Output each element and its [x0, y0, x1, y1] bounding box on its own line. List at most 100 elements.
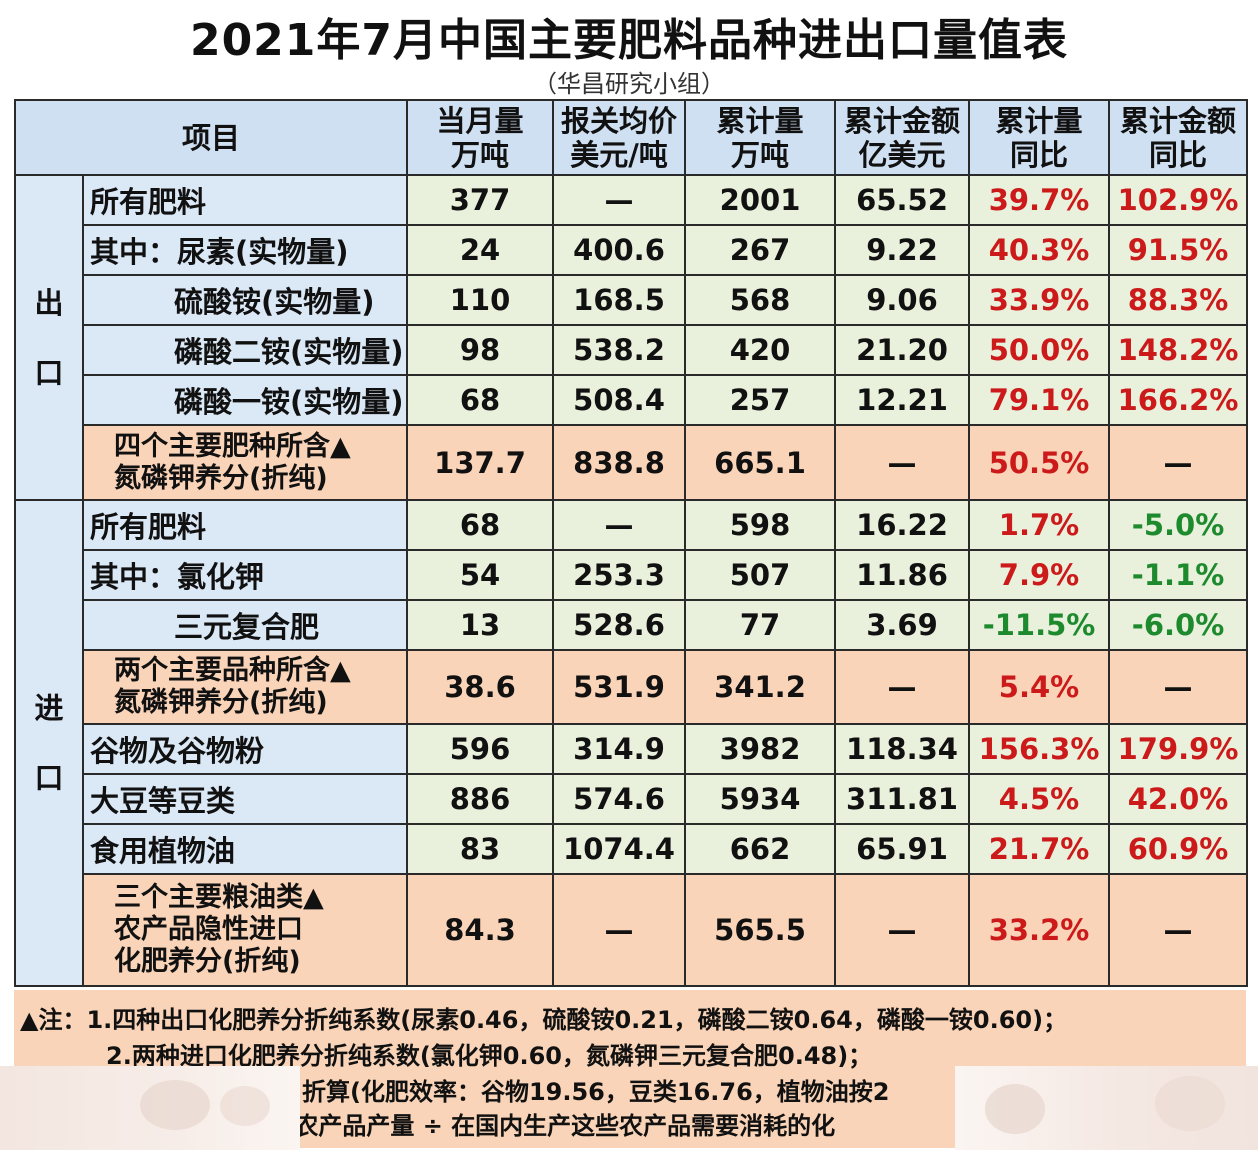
cell: 68 — [406, 499, 555, 551]
row-name: 四个主要肥种所含▲ 氮磷钾养分(折纯) — [81, 424, 409, 501]
cell: 665.1 — [684, 424, 837, 501]
cell: — — [552, 873, 687, 987]
cell: 3982 — [684, 723, 837, 775]
cell: 50.5% — [968, 424, 1111, 501]
cell: 12.21 — [834, 374, 971, 426]
cell: 568 — [684, 274, 837, 326]
cell: — — [834, 649, 971, 725]
cell: 110 — [406, 274, 555, 326]
cell: 168.5 — [552, 274, 687, 326]
header-cum-qty: 累计量 万吨 — [684, 99, 837, 176]
header-row: 项目 当月量 万吨 报关均价 美元/吨 累计量 万吨 累计金额 亿美元 累计量 同比 累计… — [13, 99, 1249, 176]
cell: 84.3 — [406, 873, 555, 987]
cell: 377 — [406, 174, 555, 226]
cell: 341.2 — [684, 649, 837, 725]
row-name: 磷酸一铵(实物量) — [81, 374, 409, 426]
cell: 42.0% — [1108, 773, 1249, 825]
page-title: 2021年7月中国主要肥料品种进出口量值表 — [189, 15, 1069, 66]
cell: 79.1% — [968, 374, 1111, 426]
cell: 102.9% — [1108, 174, 1249, 226]
cell: — — [1108, 873, 1249, 987]
note-line-2: 2.两种进口化肥养分折纯系数(氯化钾0.60，氮磷钾三元复合肥0.48)； — [106, 1042, 873, 1070]
cell: 5934 — [684, 773, 837, 825]
cell: 21.20 — [834, 324, 971, 376]
cell: 88.3% — [1108, 274, 1249, 326]
cell: 1074.4 — [552, 823, 687, 875]
header-cum-amount-yoy: 累计金额 同比 — [1108, 99, 1249, 176]
note-line-4: ＝ 农产品产量 ÷ 在国内生产这些农产品需要消耗的化 — [262, 1112, 836, 1140]
table-row: 磷酸二铵(实物量) 98 538.2 420 21.20 50.0% 148.2… — [15, 324, 1249, 376]
cell: — — [834, 424, 971, 501]
header-cum-qty-yoy: 累计量 同比 — [968, 99, 1111, 176]
cell: 253.3 — [552, 549, 687, 601]
header-month-qty: 当月量 万吨 — [406, 99, 555, 176]
cell: — — [552, 174, 687, 226]
cell: -1.1% — [1108, 549, 1249, 601]
cell: 7.9% — [968, 549, 1111, 601]
cell: 50.0% — [968, 324, 1111, 376]
cell: 91.5% — [1108, 224, 1249, 276]
row-name: 两个主要品种所含▲ 氮磷钾养分(折纯) — [81, 649, 409, 725]
cell: 13 — [406, 599, 555, 651]
cell: 574.6 — [552, 773, 687, 825]
header-cum-amount: 累计金额 亿美元 — [834, 99, 971, 176]
cell: 21.7% — [968, 823, 1111, 875]
cell: 531.9 — [552, 649, 687, 725]
cell: 9.22 — [834, 224, 971, 276]
cell: 148.2% — [1108, 324, 1249, 376]
blurred-overlay-right — [955, 1066, 1258, 1150]
cell: 9.06 — [834, 274, 971, 326]
row-name: 硫酸铵(实物量) — [81, 274, 409, 326]
cell: 2001 — [684, 174, 837, 226]
cell: 54 — [406, 549, 555, 601]
blurred-overlay-left — [0, 1066, 300, 1150]
cell: 40.3% — [968, 224, 1111, 276]
section-import-label: 进口 — [14, 499, 84, 987]
header-item: 项目 — [13, 99, 409, 176]
row-name: 食用植物油 — [81, 823, 409, 875]
cell: 5.4% — [968, 649, 1111, 725]
cell: 3.69 — [834, 599, 971, 651]
cell: -6.0% — [1108, 599, 1249, 651]
cell: 508.4 — [552, 374, 687, 426]
cell: 662 — [684, 823, 837, 875]
cell: 179.9% — [1108, 723, 1249, 775]
row-name: 其中：氯化钾 — [81, 549, 409, 601]
cell: 528.6 — [552, 599, 687, 651]
cell: 39.7% — [968, 174, 1111, 226]
table-row: 大豆等豆类 886 574.6 5934 311.81 4.5% 42.0% — [15, 773, 1249, 825]
fertilizer-table: 项目 当月量 万吨 报关均价 美元/吨 累计量 万吨 累计金额 亿美元 累计量 同比 累计… — [13, 99, 1249, 987]
cell: — — [552, 499, 687, 551]
cell: 60.9% — [1108, 823, 1249, 875]
row-name: 谷物及谷物粉 — [81, 723, 409, 775]
cell: 838.8 — [552, 424, 687, 501]
row-name: 三个主要粮油类▲ 农产品隐性进口 化肥养分(折纯) — [81, 873, 409, 987]
table-row: 出口 所有肥料 377 — 2001 65.52 39.7% 102.9% — [14, 174, 1249, 501]
cell: 77 — [684, 599, 837, 651]
table-row: 其中：尿素(实物量) 24 400.6 267 9.22 40.3% 91.5% — [15, 224, 1249, 276]
cell: -11.5% — [968, 599, 1111, 651]
cell: 596 — [406, 723, 555, 775]
cell: 538.2 — [552, 324, 687, 376]
cell: 65.52 — [834, 174, 971, 226]
cell: 1.7% — [968, 499, 1111, 551]
note-line-3: 折算(化肥效率：谷物19.56，豆类16.76，植物油按2 — [302, 1078, 890, 1106]
cell: 33.2% — [968, 873, 1111, 987]
section-export-label: 出口 — [14, 174, 84, 501]
cell: 314.9 — [552, 723, 687, 775]
cell: 33.9% — [968, 274, 1111, 326]
cell: -5.0% — [1108, 499, 1249, 551]
table-row-summary: 两个主要品种所含▲ 氮磷钾养分(折纯) 38.6 531.9 341.2 — 5.… — [15, 649, 1249, 725]
table-row: 食用植物油 83 1074.4 662 65.91 21.7% 60.9% — [15, 823, 1249, 875]
row-name: 三元复合肥 — [81, 599, 409, 651]
cell: 886 — [406, 773, 555, 825]
row-name: 所有肥料 — [81, 499, 409, 551]
cell: 68 — [406, 374, 555, 426]
cell: 420 — [684, 324, 837, 376]
page-subtitle: （华昌研究小组） — [533, 70, 725, 98]
cell: 267 — [684, 224, 837, 276]
table-row: 磷酸一铵(实物量) 68 508.4 257 12.21 79.1% 166.2… — [15, 374, 1249, 426]
cell: 507 — [684, 549, 837, 601]
cell: 4.5% — [968, 773, 1111, 825]
cell: 98 — [406, 324, 555, 376]
